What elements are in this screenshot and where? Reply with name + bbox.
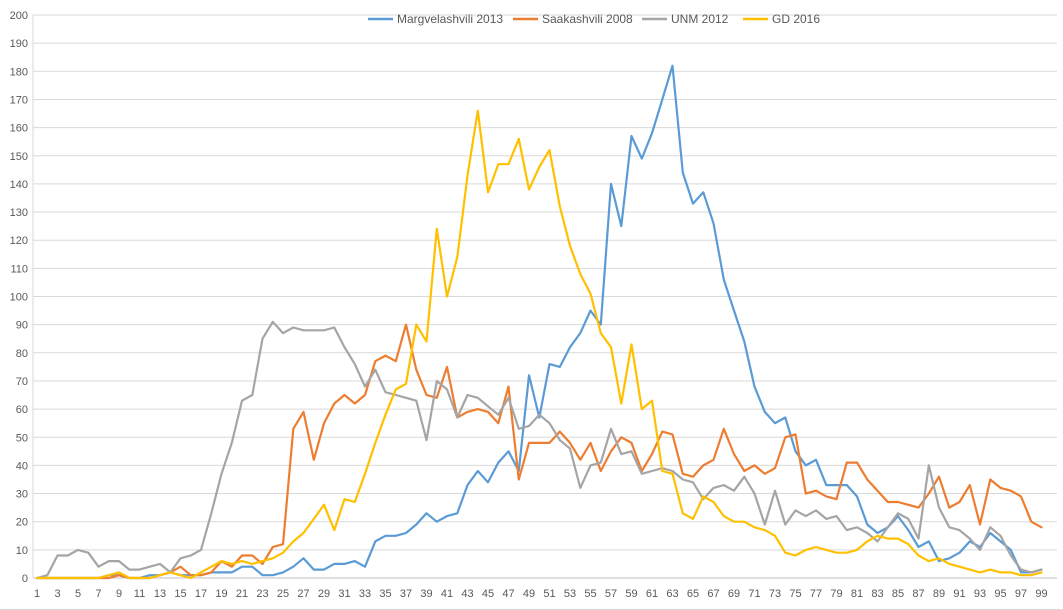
y-tick-label: 120 — [10, 235, 28, 247]
series-line-gd-2016[interactable] — [35, 109, 1043, 580]
series-lines — [35, 64, 1043, 580]
x-tick-label: 89 — [933, 588, 945, 600]
x-tick-label: 7 — [95, 588, 101, 600]
x-tick-label: 81 — [851, 588, 863, 600]
x-tick-label: 55 — [584, 588, 596, 600]
y-tick-label: 30 — [16, 489, 28, 501]
x-tick-label: 77 — [810, 588, 822, 600]
x-tick-label: 97 — [1015, 588, 1027, 600]
legend-item-unm-2012[interactable]: UNM 2012 — [642, 12, 729, 26]
x-tick-label: 3 — [54, 588, 60, 600]
x-tick-label: 87 — [912, 588, 924, 600]
y-tick-label: 180 — [10, 66, 28, 78]
x-tick-label: 47 — [502, 588, 514, 600]
x-tick-label: 43 — [461, 588, 473, 600]
legend-label: Margvelashvili 2013 — [397, 12, 503, 26]
x-tick-label: 91 — [953, 588, 965, 600]
y-tick-label: 140 — [10, 179, 28, 191]
y-tick-label: 150 — [10, 151, 28, 163]
y-tick-label: 200 — [10, 10, 28, 22]
series-line-saakashvili-2008[interactable] — [35, 323, 1043, 580]
x-tick-label: 73 — [769, 588, 781, 600]
gridlines — [33, 14, 1057, 579]
y-tick-label: 100 — [10, 292, 28, 304]
legend-label: Saakashvili 2008 — [542, 12, 633, 26]
y-axis-labels: 0 10 20 30 40 50 60 70 80 90 100 110 120 130 140 150 160… — [10, 10, 28, 585]
x-tick-label: 75 — [789, 588, 801, 600]
x-tick-label: 53 — [564, 588, 576, 600]
x-tick-label: 25 — [277, 588, 289, 600]
x-tick-label: 27 — [297, 588, 309, 600]
x-tick-label: 21 — [236, 588, 248, 600]
legend-item-margvelashvili-2013[interactable]: Margvelashvili 2013 — [368, 12, 503, 26]
x-tick-label: 85 — [892, 588, 904, 600]
x-tick-label: 1 — [34, 588, 40, 600]
x-tick-label: 5 — [75, 588, 81, 600]
y-tick-label: 160 — [10, 123, 28, 135]
legend: Margvelashvili 2013 Saakashvili 2008 UNM 2… — [368, 12, 820, 26]
y-tick-label: 0 — [22, 573, 28, 585]
x-tick-label: 49 — [523, 588, 535, 600]
x-tick-label: 99 — [1035, 588, 1047, 600]
y-tick-label: 60 — [16, 404, 28, 416]
x-tick-label: 63 — [666, 588, 678, 600]
x-axis-labels: 1 3 5 7 9 11 13 15 17 19 21 23 25 27 29 31 33 35 37 39 41 43 4… — [34, 588, 1048, 600]
y-tick-label: 90 — [16, 320, 28, 332]
y-tick-label: 110 — [10, 263, 28, 275]
y-tick-label: 70 — [16, 376, 28, 388]
y-tick-label: 190 — [10, 38, 28, 50]
x-tick-label: 15 — [174, 588, 186, 600]
x-tick-label: 35 — [379, 588, 391, 600]
y-tick-label: 80 — [16, 348, 28, 360]
x-tick-label: 59 — [625, 588, 637, 600]
x-tick-label: 61 — [646, 588, 658, 600]
x-tick-label: 45 — [482, 588, 494, 600]
y-tick-label: 10 — [16, 545, 28, 557]
x-tick-label: 93 — [974, 588, 986, 600]
x-tick-label: 79 — [830, 588, 842, 600]
x-tick-label: 11 — [134, 588, 145, 600]
x-tick-label: 95 — [994, 588, 1006, 600]
x-tick-label: 29 — [318, 588, 330, 600]
x-tick-label: 83 — [871, 588, 883, 600]
x-tick-label: 57 — [605, 588, 617, 600]
x-tick-label: 39 — [420, 588, 432, 600]
y-tick-label: 170 — [10, 94, 28, 106]
x-tick-label: 17 — [195, 588, 207, 600]
legend-item-saakashvili-2008[interactable]: Saakashvili 2008 — [513, 12, 633, 26]
x-tick-label: 51 — [543, 588, 555, 600]
x-tick-label: 41 — [441, 588, 453, 600]
y-tick-label: 20 — [16, 517, 28, 529]
legend-label: GD 2016 — [772, 12, 820, 26]
x-tick-label: 69 — [728, 588, 740, 600]
x-tick-label: 33 — [359, 588, 371, 600]
x-tick-label: 71 — [748, 588, 760, 600]
x-tick-label: 65 — [687, 588, 699, 600]
legend-item-gd-2016[interactable]: GD 2016 — [743, 12, 820, 26]
y-tick-label: 40 — [16, 460, 28, 472]
x-tick-label: 31 — [338, 588, 350, 600]
legend-label: UNM 2012 — [671, 12, 729, 26]
y-tick-label: 130 — [10, 207, 28, 219]
y-tick-label: 50 — [16, 432, 28, 444]
x-tick-label: 19 — [215, 588, 227, 600]
x-tick-label: 23 — [256, 588, 268, 600]
x-tick-label: 37 — [400, 588, 412, 600]
x-tick-label: 9 — [116, 588, 122, 600]
x-tick-label: 13 — [154, 588, 166, 600]
x-tick-label: 67 — [707, 588, 719, 600]
